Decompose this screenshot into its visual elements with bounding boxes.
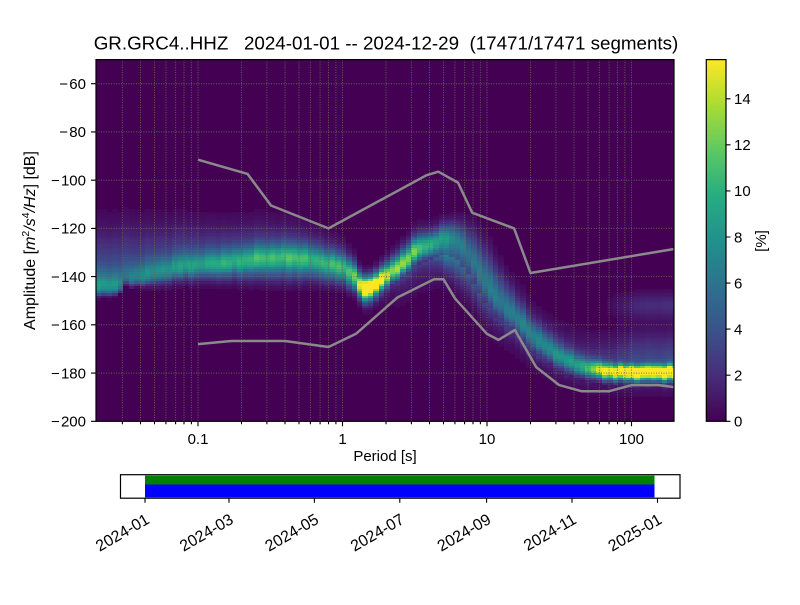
svg-text:14: 14 (734, 91, 751, 108)
svg-text:8: 8 (734, 229, 742, 246)
svg-text:− 60: − 60 (59, 76, 86, 93)
svg-text:− 180: − 180 (51, 365, 86, 382)
svg-text:− 80: − 80 (59, 124, 86, 141)
svg-text:− 140: − 140 (51, 269, 86, 286)
svg-text:1: 1 (338, 431, 346, 448)
svg-text:2: 2 (734, 368, 742, 385)
svg-text:[%]: [%] (753, 230, 770, 252)
svg-text:0: 0 (734, 414, 742, 431)
svg-text:4: 4 (734, 321, 742, 338)
svg-text:− 160: − 160 (51, 317, 86, 334)
svg-text:10: 10 (479, 431, 496, 448)
svg-text:100: 100 (619, 431, 644, 448)
svg-text:10: 10 (734, 183, 751, 200)
svg-text:− 100: − 100 (51, 173, 86, 190)
svg-text:Period [s]: Period [s] (353, 448, 416, 465)
svg-text:6: 6 (734, 275, 742, 292)
svg-text:− 120: − 120 (51, 221, 86, 238)
svg-text:− 200: − 200 (51, 414, 86, 431)
svg-text:Amplitude [m2/s4/Hz] [dB]: Amplitude [m2/s4/Hz] [dB] (20, 151, 39, 330)
svg-text:0.1: 0.1 (188, 431, 209, 448)
svg-text:12: 12 (734, 137, 751, 154)
svg-text:GR.GRC4..HHZ 2024-01-01 -- 2: GR.GRC4..HHZ 2024-01-01 -- 2024-12-29 (1… (94, 33, 679, 54)
